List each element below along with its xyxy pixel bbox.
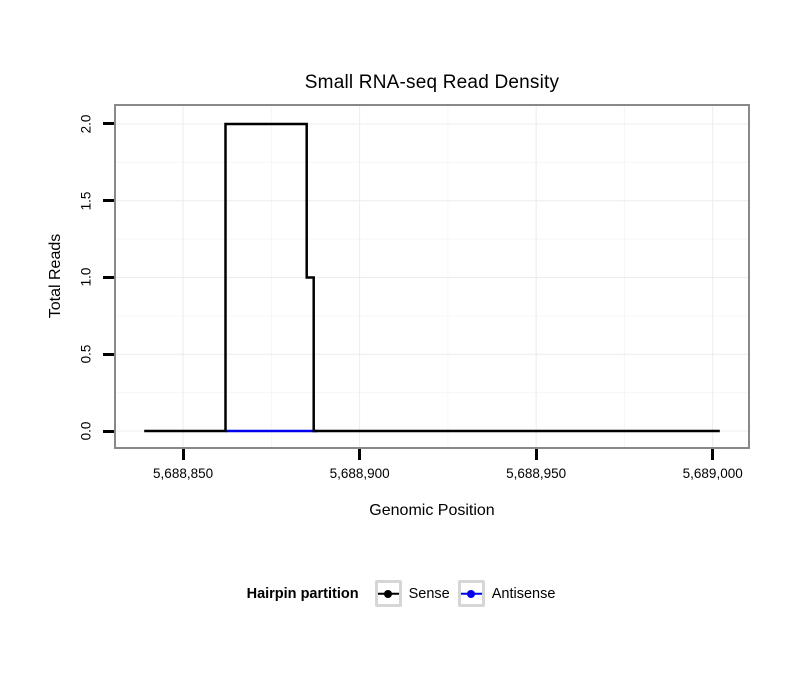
x-tick-label: 5,689,000 bbox=[682, 466, 743, 481]
legend-item-sense: Sense bbox=[374, 580, 450, 607]
y-tick-mark bbox=[103, 122, 114, 126]
x-axis-title: Genomic Position bbox=[369, 502, 495, 519]
legend: Hairpin partition Sense Antisense bbox=[0, 580, 810, 607]
y-tick-mark bbox=[103, 199, 114, 203]
plot-panel bbox=[114, 104, 750, 449]
x-tick-label: 5,688,950 bbox=[506, 466, 567, 481]
legend-label-antisense: Antisense bbox=[491, 585, 556, 602]
x-tick-mark bbox=[711, 449, 715, 460]
y-tick-mark bbox=[103, 429, 114, 433]
x-tick-label: 5,688,900 bbox=[329, 466, 390, 481]
sense-point-glyph bbox=[384, 589, 393, 598]
y-tick-mark bbox=[103, 352, 114, 356]
legend-title: Hairpin partition bbox=[246, 585, 359, 602]
x-tick-label: 5,688,850 bbox=[153, 466, 214, 481]
y-tick-label: 0.0 bbox=[78, 421, 94, 441]
y-tick-label: 1.5 bbox=[78, 191, 94, 211]
legend-label-sense: Sense bbox=[408, 585, 450, 602]
y-tick-label: 1.0 bbox=[78, 268, 94, 287]
series-sense bbox=[144, 122, 720, 433]
y-axis-title: Total Reads bbox=[47, 233, 64, 319]
x-tick-mark bbox=[534, 449, 538, 460]
legend-item-antisense: Antisense bbox=[457, 580, 556, 607]
antisense-key-icon bbox=[457, 580, 485, 607]
sense-key-icon bbox=[374, 580, 402, 607]
antisense-point-glyph bbox=[467, 589, 476, 598]
x-tick-mark bbox=[181, 449, 185, 460]
y-tick-mark bbox=[103, 275, 114, 279]
y-tick-label: 2.0 bbox=[78, 114, 94, 134]
plot-area bbox=[116, 106, 748, 447]
chart-title: Small RNA-seq Read Density bbox=[304, 72, 560, 93]
x-tick-mark bbox=[358, 449, 362, 460]
y-tick-label: 0.5 bbox=[78, 344, 94, 364]
